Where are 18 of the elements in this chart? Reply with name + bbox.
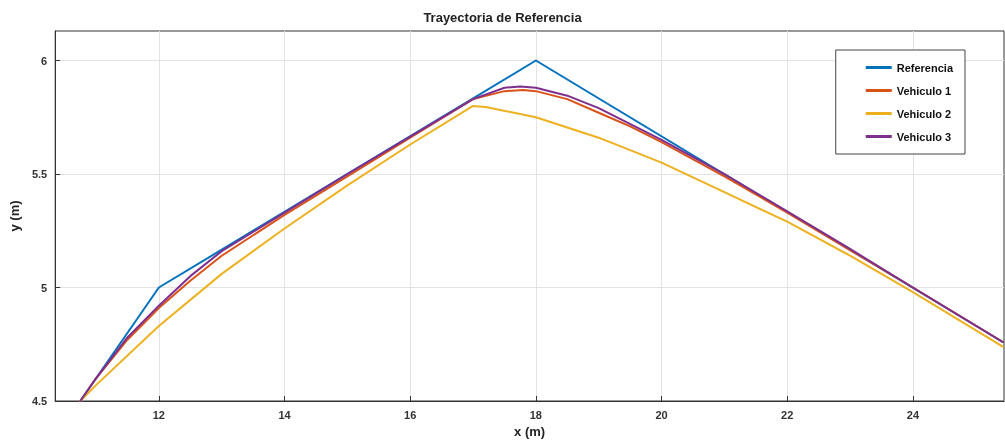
y-axis-title: y (m) [7,200,22,232]
x-tick-label: 18 [529,408,542,421]
x-tick-label: 12 [152,408,165,421]
y-tick-label: 5 [41,281,48,294]
legend-label: Vehiculo 1 [896,84,952,97]
x-tick-label: 22 [781,408,794,421]
y-tick-label: 6 [41,54,48,67]
chart-title: Trayectoria de Referencia [423,10,583,25]
y-tick-label: 4.5 [31,395,48,407]
x-tick-label: 14 [278,408,292,421]
legend-label: Vehiculo 2 [896,107,952,120]
legend-label: Referencia [896,61,954,74]
x-axis-title: x (m) [514,424,546,439]
x-tick-label: 16 [404,408,417,421]
x-tick-label: 24 [906,408,920,421]
x-tick-label: 20 [655,408,668,421]
legend-label: Vehiculo 3 [896,130,952,143]
y-tick-label: 5.5 [31,168,48,181]
